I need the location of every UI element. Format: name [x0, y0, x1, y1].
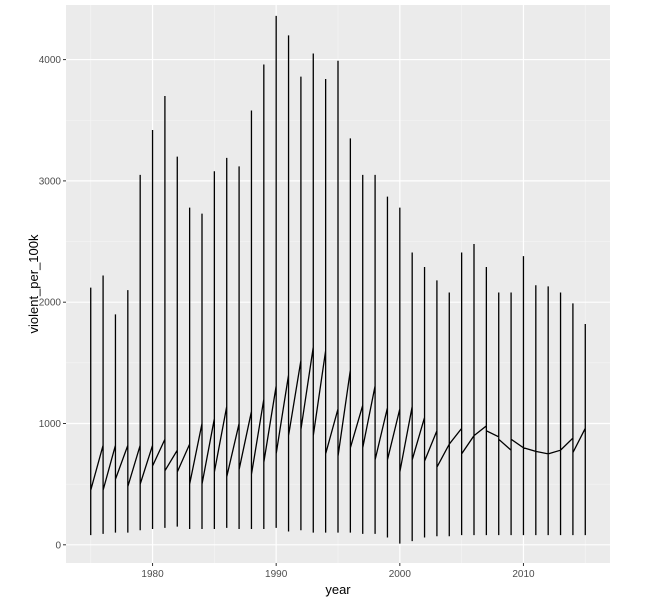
y-tick-label: 3000 [39, 176, 62, 187]
x-tick-label: 2000 [389, 569, 412, 580]
y-axis-ticks: 0 1000 2000 3000 4000 [39, 55, 66, 551]
y-axis-title: violent_per_100k [26, 234, 41, 334]
x-tick-label: 1980 [141, 569, 164, 580]
x-tick-label: 2010 [512, 569, 535, 580]
y-tick-label: 2000 [39, 298, 62, 309]
y-tick-label: 4000 [39, 55, 62, 66]
data-series [90, 15, 586, 544]
x-tick-label: 1990 [265, 569, 288, 580]
y-tick-label: 1000 [39, 419, 62, 430]
x-axis-ticks: 1980 1990 2000 2010 [141, 563, 535, 580]
y-tick-label: 0 [55, 540, 61, 551]
x-axis-title: year [325, 582, 351, 597]
violent-per-100k-line [90, 15, 586, 544]
